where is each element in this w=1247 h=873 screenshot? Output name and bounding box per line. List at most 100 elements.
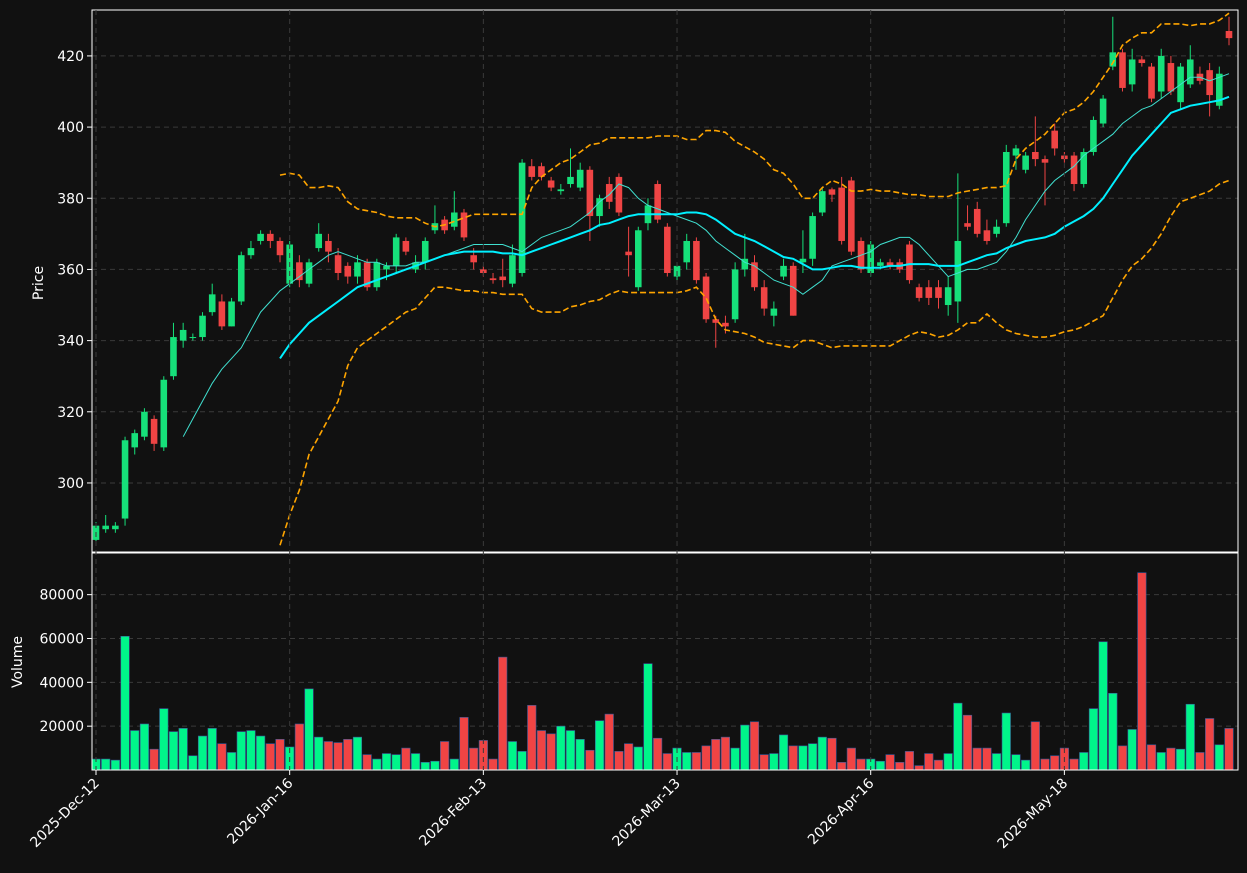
volume-bar <box>333 742 343 771</box>
candle-body <box>1206 70 1213 96</box>
volume-bar <box>401 747 411 771</box>
candle-body <box>557 189 565 192</box>
candle-body <box>1138 59 1146 64</box>
volume-bar <box>178 728 188 771</box>
volume-bar <box>769 753 779 771</box>
candle-body <box>170 337 177 377</box>
candle-body <box>1119 52 1126 88</box>
volume-bar <box>1117 745 1128 771</box>
volume-bar <box>1156 752 1166 771</box>
candle-body <box>547 180 555 188</box>
x-tick-label: 2026-Apr-16 <box>805 775 878 848</box>
candle-body <box>1070 155 1078 185</box>
volume-bar <box>943 753 953 771</box>
y-tick-label: 80000 <box>39 588 84 604</box>
candle-body <box>470 255 477 263</box>
volume-bar <box>1108 692 1118 771</box>
volume-bar <box>1001 712 1011 771</box>
volume-bar <box>536 730 547 771</box>
candle-body <box>363 262 371 288</box>
volume-bar <box>691 752 701 771</box>
volume-bar <box>1224 728 1234 771</box>
volume-bar <box>1011 754 1021 771</box>
volume-bar <box>653 737 663 771</box>
volume-bar <box>1069 758 1079 771</box>
candle-body <box>828 189 836 195</box>
volume-bar <box>1185 703 1195 771</box>
candle-body <box>247 248 255 256</box>
volume-bar <box>1050 755 1060 771</box>
volume-bar <box>798 745 808 771</box>
candle-body <box>1167 63 1175 92</box>
candle-body <box>179 329 187 341</box>
volume-bar <box>1040 758 1050 771</box>
candle-body <box>1022 155 1029 170</box>
volume-bar <box>149 748 159 771</box>
candle-body <box>615 176 623 213</box>
candle-body <box>1109 52 1117 67</box>
candle-body <box>141 411 148 437</box>
x-tick-label: 2025-Dec-12 <box>27 776 102 851</box>
candle-body <box>712 319 720 323</box>
volume-bar <box>343 739 353 771</box>
volume-bar <box>197 735 208 771</box>
x-tick-label: 2026-May-18 <box>995 776 1072 853</box>
candle-body <box>267 233 274 241</box>
candle-body <box>567 176 574 185</box>
volume-bar <box>749 721 760 771</box>
volume-bar <box>701 745 711 771</box>
volume-bar <box>159 708 169 771</box>
candle-body <box>499 276 507 281</box>
volume-bar <box>682 752 692 771</box>
volume-bar <box>188 755 198 771</box>
volume-bar <box>904 751 914 771</box>
overlay-line <box>182 73 1230 437</box>
candle-body <box>160 379 168 448</box>
candle-body <box>954 240 962 302</box>
volume-bar <box>314 736 324 771</box>
volume-bar <box>633 746 643 771</box>
candle-body <box>150 418 158 444</box>
candle-body <box>722 322 729 327</box>
volume-bar <box>778 734 789 771</box>
candle-body <box>964 223 971 227</box>
candle-body <box>334 255 342 273</box>
y-tick-label: 340 <box>57 334 84 350</box>
candle-body <box>838 187 845 241</box>
volume-bar <box>856 758 866 771</box>
y-tick-label: 320 <box>57 405 84 421</box>
candle-body <box>925 287 933 298</box>
y-tick-label: 420 <box>57 49 84 65</box>
candle-body <box>780 265 787 277</box>
volume-bar <box>517 751 527 771</box>
candle-body <box>586 169 594 217</box>
volume-bar <box>565 730 576 771</box>
y-tick-label: 60000 <box>39 631 84 647</box>
candle-body <box>228 301 235 327</box>
candle-body <box>296 262 303 281</box>
volume-bar <box>1205 718 1215 771</box>
volume-bar <box>304 688 314 771</box>
candle-body <box>654 184 661 220</box>
volume-bar <box>624 743 634 771</box>
x-tick-label: 2026-Mar-13 <box>610 776 684 850</box>
volume-bar <box>217 743 227 771</box>
volume-bar <box>430 760 440 771</box>
volume-bar <box>507 741 517 771</box>
volume-bar <box>788 745 798 771</box>
candle-body <box>1148 66 1155 99</box>
candle-body <box>1090 119 1097 152</box>
candle-body <box>693 240 700 281</box>
volume-bar <box>827 737 837 771</box>
candle-body <box>760 287 768 309</box>
candle-body <box>702 276 710 320</box>
volume-bar <box>1166 747 1176 771</box>
candle-body <box>741 258 749 270</box>
candle-body <box>538 166 545 177</box>
volume-bar <box>720 736 731 771</box>
candle-body <box>1128 59 1136 85</box>
panel-frame <box>91 9 1239 553</box>
volume-bar <box>837 762 847 771</box>
candle-body <box>421 240 429 263</box>
